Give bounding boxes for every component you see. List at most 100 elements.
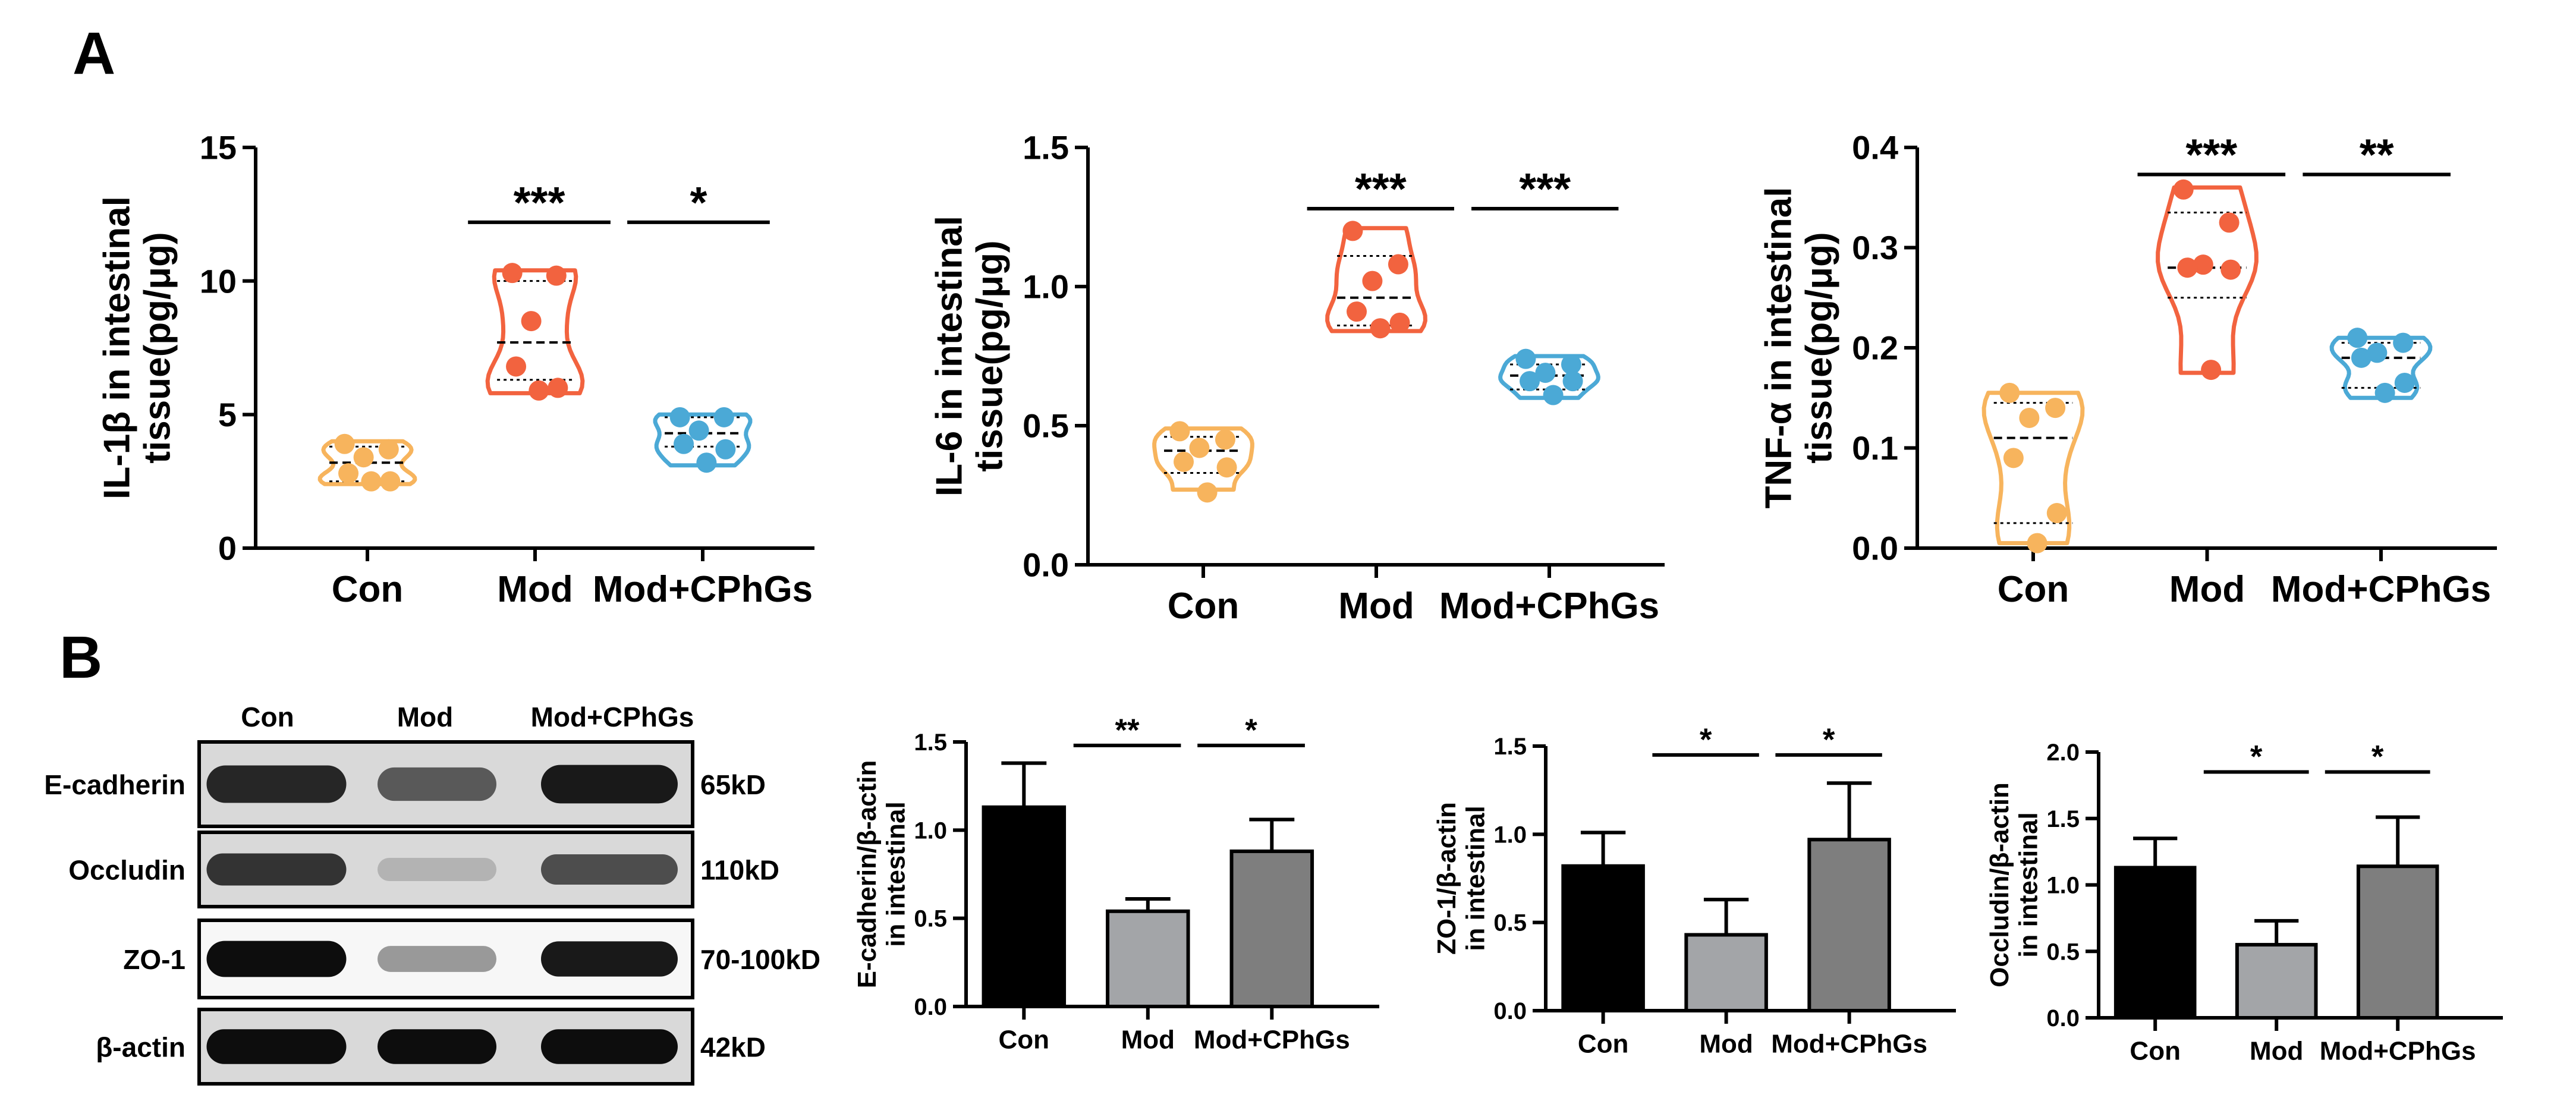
- y-axis-label-line: tissue(pg/μg): [1799, 232, 1840, 463]
- data-point-con: [2045, 398, 2066, 419]
- data-point-mod-cphgs: [2394, 372, 2415, 393]
- significance-label: *: [1700, 722, 1712, 757]
- data-point-mod-cphgs: [1520, 371, 1540, 392]
- y-axis-label-line: Occludin/β-actin: [1985, 782, 2014, 987]
- x-tick-label-con: Con: [332, 569, 404, 610]
- blot-size-label-actin: 42kD: [700, 1032, 766, 1063]
- y-axis-label: ZO-1/β-actinin intestinal: [1432, 802, 1490, 955]
- bar-con: [982, 805, 1067, 1009]
- data-point-con: [1216, 457, 1237, 478]
- y-tick-label: 0.3: [1852, 229, 1898, 266]
- y-axis-label-line: tissue(pg/μg): [137, 232, 178, 463]
- data-point-mod-cphgs: [2374, 382, 2395, 403]
- data-point-mod: [529, 380, 549, 401]
- x-tick-label-mod: Mod: [2169, 569, 2245, 610]
- significance-label: ***: [514, 178, 565, 227]
- violin-chart-1: 0 5 10 15 Con Mod Mod+CPhGs IL-1β in intestinal…: [96, 129, 814, 610]
- significance-label: **: [2360, 130, 2394, 179]
- x-tick-label-con: Con: [1578, 1029, 1629, 1058]
- bar-mod-cphgs: [2356, 864, 2439, 1020]
- data-point-mod: [521, 311, 542, 332]
- y-axis-label-line: in intestinal: [2014, 812, 2043, 957]
- y-tick-label: 0.5: [2046, 939, 2080, 965]
- panel-label-a: A: [73, 20, 115, 87]
- y-axis-label: E-cadherin/β-actinin intestinal: [853, 760, 910, 989]
- x-tick-label-con: Con: [1998, 569, 2069, 610]
- blot-band: [206, 941, 347, 977]
- blot-band: [206, 765, 347, 803]
- violin-mod-cphgs: [2329, 335, 2433, 400]
- y-tick-label: 0.0: [1023, 546, 1069, 584]
- y-tick-label: 0.0: [1493, 998, 1527, 1024]
- significance-label: *: [1245, 713, 1257, 748]
- y-tick-label: 5: [218, 396, 237, 433]
- bar-mod: [1106, 909, 1190, 1009]
- y-tick-label: 0.5: [1493, 910, 1527, 936]
- data-point-mod-cphgs: [674, 433, 694, 454]
- data-point-mod-cphgs: [2351, 347, 2371, 368]
- data-point-mod-cphgs: [669, 407, 690, 427]
- y-tick-label: 0.5: [1023, 407, 1069, 445]
- y-axis-label-line: in intestinal: [882, 801, 911, 946]
- data-point-con: [2046, 503, 2067, 524]
- x-tick-label-mod-cphgs: Mod+CPhGs: [2320, 1036, 2476, 1065]
- blot-lane-label-mod: Mod: [397, 702, 454, 732]
- data-point-mod: [2177, 257, 2198, 278]
- bar-mod: [1684, 933, 1768, 1013]
- y-axis-label-line: in intestinal: [1461, 806, 1490, 951]
- data-point-con: [1215, 429, 1235, 450]
- y-axis-label-line: E-cadherin/β-actin: [853, 760, 882, 989]
- bar-chart-2: 0.0 0.5 1.0 1.5 Con Mod Mod+CPhGs ZO-1/β-actini…: [1432, 722, 1956, 1058]
- y-tick-label: 0.0: [914, 994, 947, 1020]
- data-point-mod: [546, 265, 567, 286]
- significance-label: *: [690, 178, 707, 227]
- y-tick-label: 0.5: [914, 906, 947, 932]
- x-tick-label-mod-cphgs: Mod+CPhGs: [593, 569, 813, 610]
- data-point-mod: [1389, 312, 1410, 333]
- data-point-con: [378, 439, 399, 460]
- data-point-con: [1999, 382, 2020, 403]
- data-point-con: [1174, 451, 1194, 472]
- data-point-con: [353, 447, 374, 468]
- y-tick-label: 1.5: [2046, 806, 2080, 832]
- blot-band: [378, 858, 496, 881]
- y-axis-label-line: TNF-α in intestinal: [1758, 187, 1799, 509]
- x-tick-label-mod-cphgs: Mod+CPhGs: [2271, 569, 2491, 610]
- x-tick-label-mod: Mod: [2250, 1036, 2303, 1065]
- y-tick-label: 0.2: [1852, 329, 1898, 367]
- data-point-mod-cphgs: [713, 407, 734, 427]
- data-point-mod: [548, 378, 568, 398]
- data-point-mod: [2193, 254, 2213, 275]
- significance-label: *: [2250, 740, 2263, 775]
- y-tick-label: 1.5: [914, 729, 947, 756]
- bar-con: [1561, 864, 1645, 1012]
- blot-band: [541, 941, 678, 977]
- blot-band: [206, 853, 347, 886]
- data-point-mod-cphgs: [1561, 354, 1581, 375]
- data-point-mod-cphgs: [1515, 348, 1536, 369]
- blot-band: [206, 1029, 347, 1064]
- significance-label: *: [2371, 740, 2384, 775]
- y-tick-label: 0.0: [1852, 530, 1898, 567]
- data-point-mod-cphgs: [1535, 363, 1556, 383]
- blot-size-label-occludin: 110kD: [700, 855, 779, 886]
- blot-band: [541, 854, 678, 885]
- data-point-mod-cphgs: [715, 439, 736, 460]
- y-axis-label: IL-6 in intestinaltissue(pg/μg): [929, 216, 1010, 496]
- data-point-con: [2019, 407, 2040, 428]
- x-tick-label-con: Con: [1168, 586, 1240, 627]
- data-point-con: [2027, 533, 2047, 553]
- charts-layer: 0 5 10 15 Con Mod Mod+CPhGs IL-1β in intestinal…: [96, 129, 2503, 1065]
- y-tick-label: 0.4: [1852, 129, 1898, 166]
- bar-mod-cphgs: [1807, 838, 1891, 1012]
- y-axis-label-line: IL-1β in intestinal: [96, 196, 137, 499]
- y-axis-label-line: tissue(pg/μg): [970, 240, 1011, 471]
- data-point-mod-cphgs: [1562, 371, 1583, 392]
- significance-label: ***: [1519, 164, 1571, 213]
- bar-chart-1: 0.0 0.5 1.0 1.5 Con Mod Mod+CPhGs E-cadherin/β-…: [853, 713, 1379, 1054]
- x-tick-label-mod: Mod: [1338, 586, 1414, 627]
- significance-label: **: [1115, 713, 1140, 748]
- blot-band: [541, 765, 678, 804]
- y-tick-label: 1.0: [2046, 873, 2080, 899]
- y-axis-label-line: ZO-1/β-actin: [1432, 802, 1461, 955]
